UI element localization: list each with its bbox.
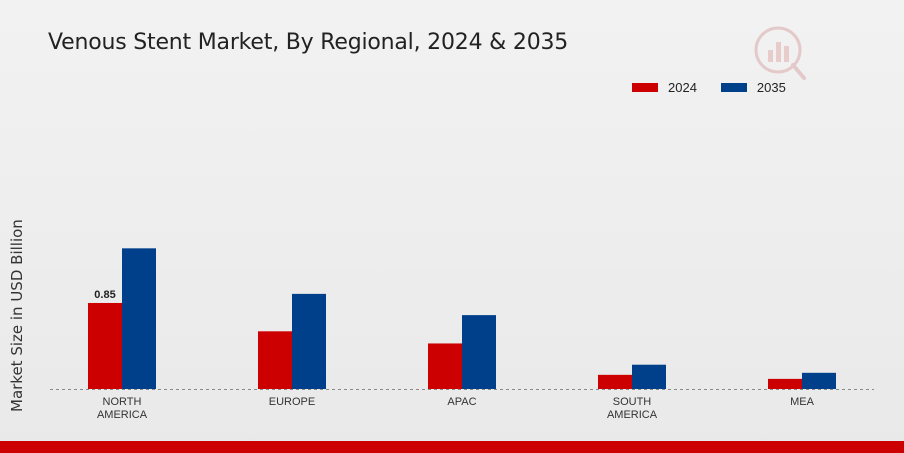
x-tick-label: EUROPE [269, 396, 315, 408]
x-tick-label: SOUTH AMERICA [607, 396, 658, 421]
bar-2035-south-america [632, 364, 666, 389]
bar-2035-north-america [122, 248, 156, 389]
data-label: 0.85 [94, 289, 115, 301]
legend-item-2035: 2035 [720, 80, 786, 95]
x-tick-label: MEA [790, 396, 815, 408]
bar-2035-europe [292, 293, 326, 389]
bar-2024-mea [768, 378, 802, 389]
legend-item-2024: 2024 [632, 80, 697, 95]
x-tick-label: APAC [447, 396, 476, 408]
bar-2024-south-america [598, 374, 632, 389]
x-tick-label: NORTH AMERICA [97, 396, 148, 421]
legend-label-2024: 2024 [668, 80, 697, 95]
watermark-logo-icon [754, 26, 806, 80]
bar-2035-mea [802, 372, 836, 389]
bar-2024-europe [258, 331, 292, 389]
bottom-accent-bar [0, 441, 904, 453]
bar-2024-north-america [88, 302, 122, 389]
legend-swatch-2024 [632, 83, 658, 92]
legend-swatch-2035 [720, 83, 747, 92]
bar-2024-apac [428, 343, 462, 389]
legend-label-2035: 2035 [756, 80, 786, 95]
chart-title: Venous Stent Market, By Regional, 2024 &… [48, 30, 569, 55]
chart-legend: 2024 2035 [632, 80, 800, 95]
bar-2035-apac [462, 315, 496, 389]
